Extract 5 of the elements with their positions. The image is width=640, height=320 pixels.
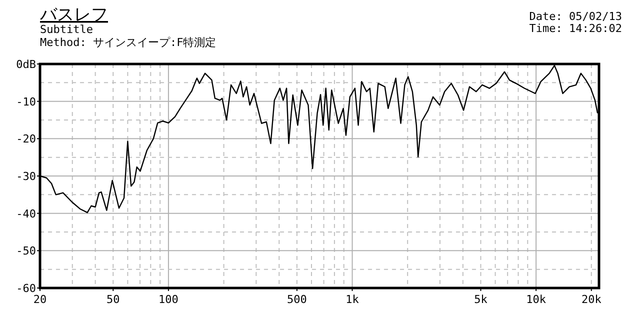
title: バスレフ xyxy=(40,5,108,25)
annotation: Date: 05/02/13 xyxy=(529,10,622,23)
annotation: Time: 14:26:02 xyxy=(529,22,622,35)
subtitle: Subtitle xyxy=(40,23,93,36)
annotation: Method: サインスイープ:F特測定 xyxy=(40,36,216,49)
